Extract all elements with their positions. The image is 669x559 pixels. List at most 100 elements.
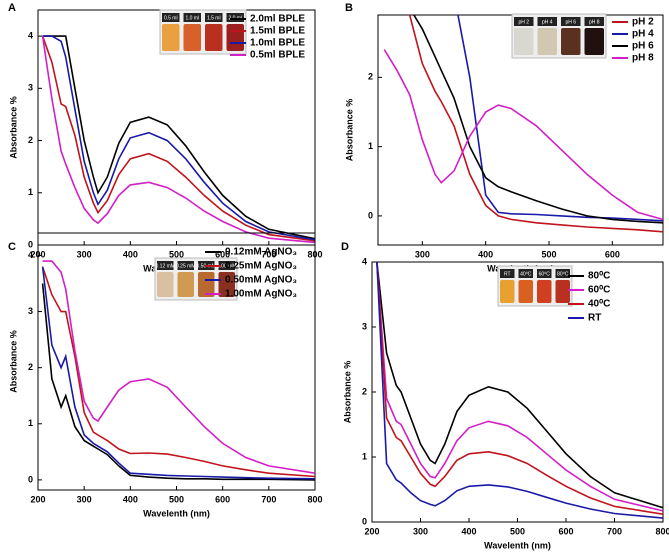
y-tick-label: 2	[362, 386, 367, 396]
panel-letter: D	[341, 241, 349, 253]
legend-label: 1.5ml BPLE	[250, 26, 305, 37]
x-tick-label: 700	[261, 494, 276, 504]
vial-cap	[537, 17, 557, 26]
panel-letter: B	[345, 2, 353, 14]
panel: C 200 300 400 500 600 700 800 0 1 2 3 4 Wavelenth (nm…	[8, 232, 323, 518]
y-tick-label: 1	[28, 187, 33, 197]
x-tick-label: 200	[364, 526, 379, 536]
vial-label: RT	[504, 271, 511, 277]
x-tick-label: 700	[607, 526, 622, 536]
series-line	[376, 262, 663, 515]
y-tick-label: 1	[28, 418, 33, 428]
series-line	[41, 283, 315, 481]
series-line	[383, 49, 663, 221]
vial-cap	[177, 261, 194, 270]
series-line	[376, 262, 663, 519]
vial-label: 40⁰C	[520, 271, 532, 277]
y-tick-label: 4	[28, 30, 33, 40]
panel: B300400500600012Wavelenth (nm)Absorbance…	[344, 2, 664, 273]
vial-cap	[218, 261, 235, 270]
series-line	[41, 266, 315, 480]
series-line	[41, 35, 315, 244]
legend-label: pH 6	[632, 41, 654, 52]
x-tick-label: 800	[655, 526, 669, 536]
vial-cap	[157, 261, 174, 270]
vial-label: pH 6	[565, 19, 576, 25]
legend-label: 0.12mM AgNO₃	[225, 247, 297, 258]
x-tick-label: 500	[541, 249, 556, 259]
vial	[162, 24, 180, 51]
vial-cap	[226, 13, 244, 22]
vial-cap	[555, 269, 570, 278]
vial	[226, 24, 244, 51]
vial-label: 1.00 mM	[217, 263, 236, 269]
legend-label: RT	[588, 313, 601, 324]
vial-cap	[183, 13, 201, 22]
series-line	[42, 35, 315, 240]
legend-label: pH 4	[632, 29, 654, 40]
x-tick-label: 800	[307, 494, 322, 504]
legend-label: pH 8	[632, 53, 654, 64]
x-tick-label: 300	[413, 526, 428, 536]
y-axis-label: Absorbance %	[342, 361, 352, 424]
y-tick-label: 0	[368, 210, 373, 220]
vial	[218, 272, 235, 297]
vial-label: 60⁰C	[539, 271, 551, 277]
x-tick-label: 300	[77, 249, 92, 259]
x-tick-label: 300	[415, 249, 430, 259]
series-line	[41, 35, 315, 242]
y-tick-label: 4	[28, 250, 33, 260]
legend-label: 0.25mM AgNO₃	[225, 261, 297, 272]
series-line	[376, 262, 663, 509]
y-tick-label: 1	[368, 141, 373, 151]
vial-label: pH 8	[589, 19, 600, 25]
vial	[205, 24, 223, 51]
series-line	[376, 262, 663, 512]
vial	[500, 280, 515, 303]
series-line	[412, 15, 663, 224]
vial	[537, 280, 552, 303]
legend-label: pH 2	[632, 17, 654, 28]
x-tick-label: 200	[30, 494, 45, 504]
x-axis-label: Wavelenth (nm)	[143, 508, 210, 518]
x-tick-label: 500	[169, 494, 184, 504]
y-tick-label: 4	[362, 256, 367, 266]
vial	[514, 28, 534, 55]
y-tick-label: 1	[362, 451, 367, 461]
x-tick-label: 400	[478, 249, 493, 259]
vial	[555, 280, 570, 303]
vial	[183, 24, 201, 51]
y-tick-label: 0	[362, 516, 367, 526]
legend-label: 80⁰C	[588, 271, 610, 282]
vial	[584, 28, 604, 55]
legend-label: 40⁰C	[588, 299, 610, 310]
vial-label: 80⁰C	[557, 271, 569, 277]
vial-cap	[162, 13, 180, 22]
vial-label: 0.5 ml	[164, 15, 178, 21]
y-axis-label: Absorbance %	[344, 99, 354, 162]
vial-cap	[537, 269, 552, 278]
y-tick-label: 2	[368, 72, 373, 82]
x-tick-label: 300	[77, 494, 92, 504]
y-axis-label: Absorbance %	[8, 96, 18, 159]
x-tick-label: 600	[558, 526, 573, 536]
vial	[518, 280, 533, 303]
legend-label: 2.0ml BPLE	[250, 14, 305, 25]
y-tick-label: 0	[28, 474, 33, 484]
vial-label: 1.5 ml	[207, 15, 221, 21]
vial-label: 0.12 mM	[156, 263, 175, 269]
legend-label: 0.50mM AgNO₃	[225, 275, 297, 286]
x-tick-label: 600	[215, 249, 230, 259]
legend-label: 0.5ml BPLE	[250, 50, 305, 61]
x-tick-label: 500	[510, 526, 525, 536]
series-line	[408, 15, 663, 233]
x-tick-label: 400	[461, 526, 476, 536]
x-tick-label: 400	[123, 494, 138, 504]
series-line	[41, 266, 315, 478]
y-tick-label: 2	[28, 135, 33, 145]
x-axis-label: Wavelenth (nm)	[484, 540, 551, 550]
vial-cap	[514, 17, 534, 26]
legend-label: 60⁰C	[588, 285, 610, 296]
vial-label: pH 4	[542, 19, 553, 25]
